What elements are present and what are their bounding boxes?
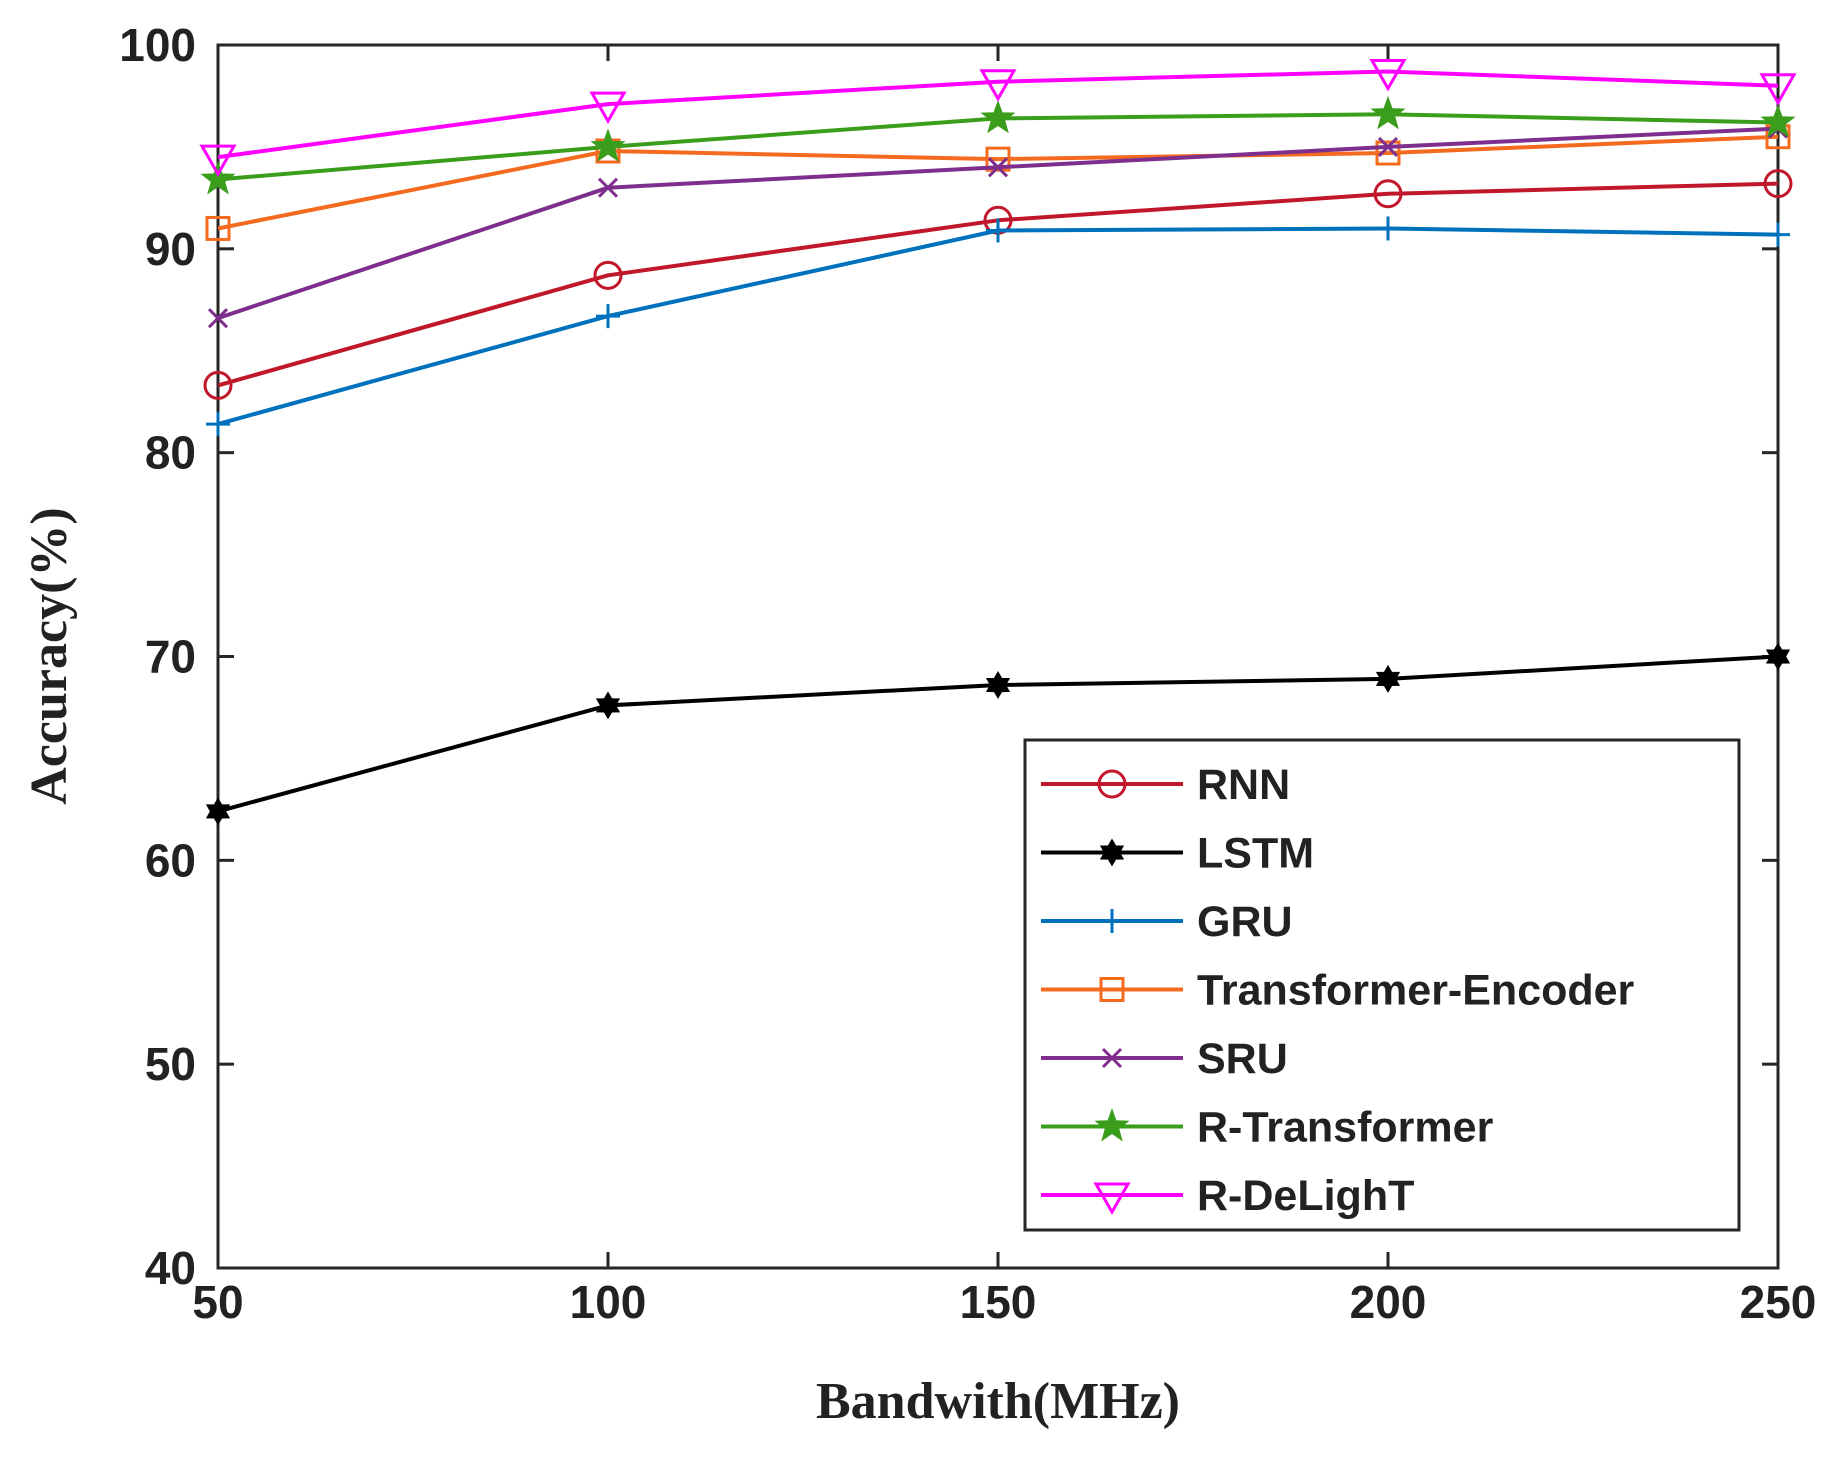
data-point-r-delight (589, 91, 627, 125)
legend-marker-rnn (1097, 769, 1127, 799)
legend-item-lstm: LSTM (1041, 830, 1314, 878)
y-tick-label: 100 (119, 19, 196, 71)
data-point-gru (596, 304, 620, 329)
x-tick-label: 50 (192, 1276, 243, 1328)
x-tick-label: 250 (1740, 1276, 1817, 1328)
data-point-transformer-encoder (205, 215, 231, 241)
data-point-gru (1376, 216, 1400, 241)
x-tick-label: 150 (960, 1276, 1037, 1328)
legend-item-transformer-encoder: Transformer-Encoder (1041, 967, 1635, 1015)
data-point-r-transformer (590, 128, 626, 162)
series-r-delight (199, 58, 1797, 178)
legend-item-gru: GRU (1041, 898, 1293, 946)
data-point-r-transformer (200, 161, 236, 195)
data-point-sru (987, 157, 1009, 178)
x-tick-label: 200 (1350, 1276, 1427, 1328)
legend-item-r-delight: R-DeLighT (1041, 1172, 1414, 1220)
legend-item-rnn: RNN (1041, 761, 1290, 809)
series-layer (199, 58, 1797, 826)
data-point-gru (206, 412, 230, 437)
y-tick-label: 90 (145, 223, 196, 275)
y-axis-title: Accuracy(%) (21, 507, 78, 804)
data-point-r-delight (1759, 73, 1797, 106)
y-tick-label: 80 (145, 427, 196, 479)
data-point-r-delight (979, 69, 1017, 102)
legend-label-sru: SRU (1197, 1035, 1288, 1083)
data-point-sru (1377, 136, 1399, 157)
legend-box (1023, 738, 1741, 1232)
legend-label-r-delight: R-DeLighT (1197, 1172, 1414, 1220)
data-point-r-delight (199, 144, 237, 178)
data-point-rnn (593, 260, 623, 290)
data-point-sru (207, 308, 229, 329)
legend-item-r-transformer: R-Transformer (1041, 1104, 1494, 1152)
legend-marker-gru (1100, 909, 1124, 933)
y-tick-label: 40 (145, 1242, 196, 1294)
legend-label-gru: GRU (1197, 898, 1293, 946)
y-tick-label: 60 (145, 834, 196, 886)
data-point-rnn (1763, 169, 1793, 199)
legend-label-lstm: LSTM (1197, 830, 1314, 878)
data-point-r-delight (1369, 58, 1407, 92)
legend-marker-r-delight (1093, 1182, 1131, 1216)
data-point-transformer-encoder (985, 146, 1011, 172)
series-r-transformer (200, 95, 1796, 195)
series-line-r-delight (217, 69, 1779, 160)
data-point-transformer-encoder (1375, 140, 1401, 166)
data-point-sru (597, 177, 619, 198)
data-point-lstm (595, 691, 621, 720)
legend-item-sru: SRU (1041, 1035, 1288, 1083)
legend-marker-transformer-encoder (1099, 977, 1125, 1002)
legend-marker-sru (1101, 1047, 1123, 1069)
series-sru (207, 118, 1789, 329)
series-lstm (205, 642, 1791, 826)
legend-label-r-transformer: R-Transformer (1197, 1104, 1494, 1152)
data-point-r-transformer (1760, 104, 1796, 138)
data-point-lstm (1765, 642, 1791, 671)
x-axis-title: Bandwith(MHz) (816, 1373, 1180, 1430)
data-point-r-transformer (980, 99, 1016, 134)
data-point-r-transformer (1370, 95, 1406, 130)
data-point-lstm (205, 797, 231, 826)
series-line-transformer-encoder (217, 134, 1779, 231)
x-tick-label: 100 (570, 1276, 647, 1328)
data-point-rnn (1373, 179, 1403, 209)
legend: RNN LSTM GRU Transformer-Encoder SRU R-Transf… (1023, 738, 1741, 1232)
legend-marker-lstm (1099, 838, 1125, 867)
y-tick-label: 70 (145, 631, 196, 683)
data-point-lstm (985, 671, 1011, 699)
series-gru (206, 216, 1790, 437)
legend-label-rnn: RNN (1197, 761, 1290, 809)
legend-marker-r-transformer (1094, 1108, 1130, 1142)
data-point-lstm (1375, 664, 1401, 693)
legend-label-transformer-encoder: Transformer-Encoder (1197, 967, 1635, 1015)
y-tick-label: 50 (145, 1038, 196, 1090)
data-point-gru (1766, 222, 1790, 247)
data-point-rnn (203, 370, 233, 400)
data-point-gru (986, 218, 1010, 243)
